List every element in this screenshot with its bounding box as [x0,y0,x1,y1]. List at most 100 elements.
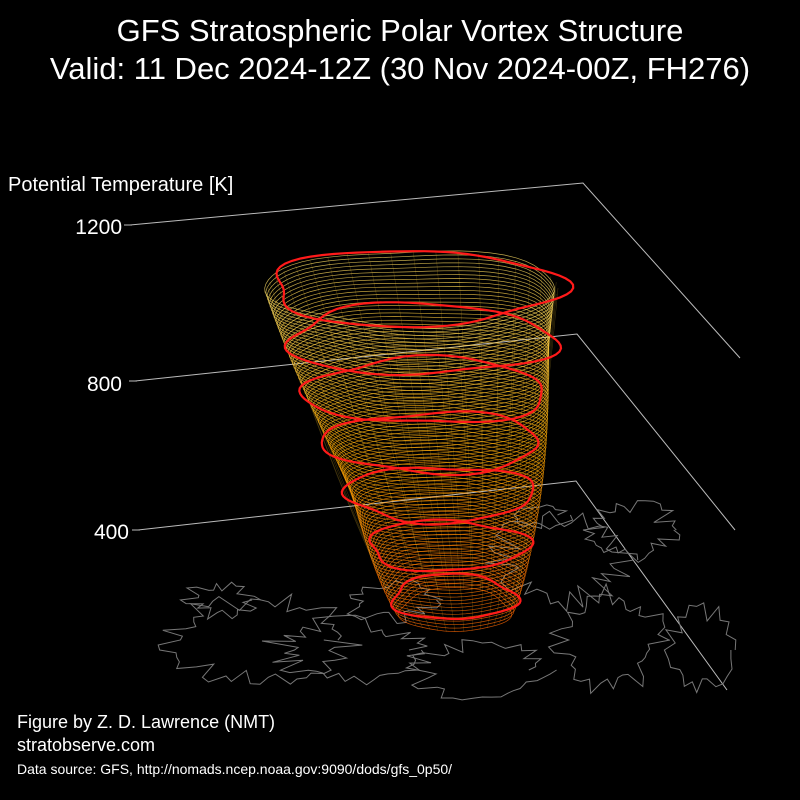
coastline-segment [261,614,432,686]
highlighted-level-contour [320,410,540,477]
highlighted-level-contour [275,250,575,329]
chart-subtitle: Valid: 11 Dec 2024-12Z (30 Nov 2024-00Z,… [49,51,751,86]
isosurface-contour [363,499,537,553]
coastline-map [157,500,737,701]
isosurface-contour [265,254,555,333]
coastline-segment [157,592,363,685]
isosurface-contour [318,393,548,459]
isosurface-contour [324,408,548,472]
isosurface-contour [321,401,548,465]
isosurface-streak [390,325,447,632]
highlighted-levels [275,250,575,621]
isosurface-contour [353,472,541,529]
isosurface-streak [283,270,407,601]
isosurface-contour [292,330,549,401]
figure-credit: Figure by Z. D. Lawrence (NMT) [17,712,276,732]
z-gridline [129,182,741,359]
isosurface-contour [274,282,552,357]
highlighted-level-contour [283,301,563,377]
isosurface-contour [299,349,549,418]
isosurface-contour [289,323,550,395]
isosurface-contour [343,450,544,509]
isosurface-contour [310,375,549,442]
isosurface-streak [274,299,403,617]
coastline-segment [513,504,574,530]
isosurface-streak [269,282,401,607]
coastline-segment [663,602,737,694]
isosurface-contour [275,286,552,361]
isosurface-contour [329,419,547,482]
isosurface-contour [378,545,527,594]
isosurface-contour [381,552,525,601]
isosurface-contour [361,491,538,546]
isosurface-streak [457,324,473,631]
isosurface-contour [269,266,554,343]
z-tick-label: 1200 [75,216,122,239]
data-source-note: Data source: GFS, http://nomads.ncep.noa… [17,761,453,777]
isosurface-contour [305,364,549,432]
isosurface-contour [336,435,546,495]
isosurface-contour [278,293,551,367]
z-tick-label: 800 [86,373,122,396]
isosurface-contour [341,446,544,505]
axis-frame [124,182,741,691]
z-gridline [137,480,728,691]
isosurface-streak [503,270,543,601]
isosurface-contour [339,442,545,502]
coastline-segment [547,582,671,695]
isosurface-streak [283,305,407,621]
highlighted-level-contour [340,466,535,526]
coastline-segment [582,500,681,564]
isosurface-contour [264,250,556,329]
coastline-segment [404,639,557,701]
isosurface-contour [306,367,549,435]
isosurface-contour [362,495,537,550]
isosurface-streak [509,293,557,614]
isosurface-streak [412,325,456,633]
isosurface-contour [372,530,530,581]
isosurface-contour [382,556,524,605]
isosurface-streak [509,287,559,611]
isosurface-streak [507,299,552,617]
isosurface-streak [327,257,423,593]
isosurface-streak [347,254,431,591]
z-tick-label: 400 [93,521,129,544]
isosurface-contour [331,423,547,485]
isosurface-streak [435,250,464,589]
isosurface-contour [295,338,549,408]
isosurface-streak [507,276,552,604]
isosurface-streak [487,318,499,628]
isosurface-streak [412,249,456,589]
z-gridline [134,333,736,531]
vortex-isosurface [264,249,559,633]
isosurface-streak [435,325,464,632]
coastline-segment [484,510,639,613]
isosurface-contour [313,382,549,448]
isosurface-contour [364,503,536,556]
isosurface-contour [290,327,549,398]
isosurface-contour [338,438,545,499]
highlighted-level-contour [298,353,543,424]
isosurface-streak [478,321,484,630]
isosurface-contour [379,549,526,598]
isosurface-contour [344,453,544,512]
coastline-segment [179,581,262,621]
chart-title: GFS Stratospheric Polar Vortex Structure [116,13,684,48]
isosurface-streak [503,305,543,621]
highlighted-level-contour [389,572,522,621]
isosurface-contour [311,378,549,445]
isosurface-streak [310,261,417,595]
isosurface-contour [296,341,549,412]
isosurface-contour [371,526,531,577]
isosurface-streak [493,314,516,626]
isosurface-contour [365,507,535,560]
isosurface-contour [276,290,552,364]
z-axis-label: Potential Temperature [K] [8,174,234,196]
isosurface-streak [295,265,411,598]
website-credit: stratobserve.com [17,735,156,755]
isosurface-contour [319,397,548,462]
highlighted-level-contour [368,518,535,573]
isosurface-streak [390,250,447,589]
isosurface-contour [297,345,549,415]
